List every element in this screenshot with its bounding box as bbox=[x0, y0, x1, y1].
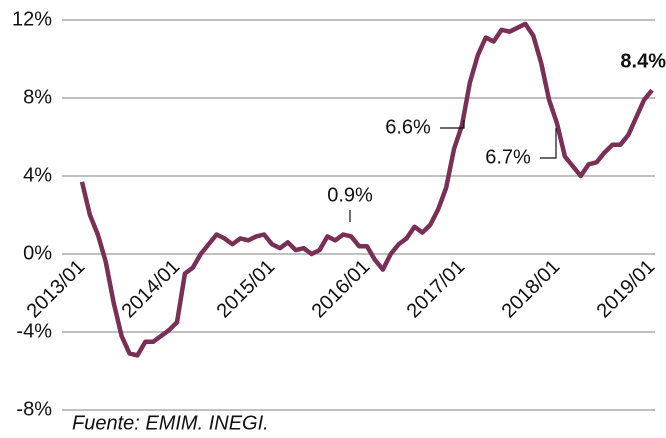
x-tick-label: 2017/01 bbox=[403, 256, 470, 323]
leader-line bbox=[540, 128, 557, 159]
y-tick-label: -8% bbox=[16, 398, 52, 420]
x-tick-label: 2019/01 bbox=[593, 256, 660, 323]
y-tick-label: 8% bbox=[23, 86, 52, 108]
x-tick-label: 2018/01 bbox=[498, 256, 565, 323]
y-tick-label: 0% bbox=[23, 242, 52, 264]
x-tick-label: 2014/01 bbox=[118, 256, 185, 323]
x-tick-label: 2013/01 bbox=[23, 256, 90, 323]
x-tick-label: 2015/01 bbox=[213, 256, 280, 323]
leader-line bbox=[440, 120, 465, 129]
source: Fuente: EMIM. INEGI. bbox=[72, 412, 269, 434]
annotation: 8.4% bbox=[620, 50, 666, 72]
y-tick-label: -4% bbox=[16, 320, 52, 342]
annotation: 6.7% bbox=[485, 146, 531, 168]
y-tick-label: 4% bbox=[23, 164, 52, 186]
data-line bbox=[79, 21, 654, 358]
annotation: 6.6% bbox=[385, 116, 431, 138]
annotation: 0.9% bbox=[327, 184, 373, 206]
x-tick-label: 2016/01 bbox=[308, 256, 375, 323]
y-tick-label: 12% bbox=[12, 8, 52, 30]
